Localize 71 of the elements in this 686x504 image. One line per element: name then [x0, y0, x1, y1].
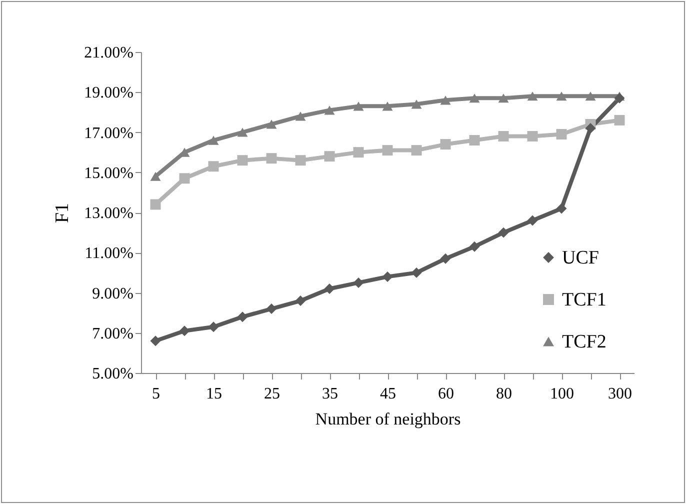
point [295, 112, 306, 121]
point [266, 304, 277, 314]
point [353, 147, 364, 158]
point [324, 151, 335, 162]
point [527, 92, 538, 101]
y-tick-label: 19.00% [84, 84, 134, 102]
point [382, 102, 393, 111]
point [324, 283, 335, 294]
x-axis-title: Number of neighbors [315, 410, 461, 428]
y-axis-title: F1 [52, 202, 74, 224]
point [585, 122, 596, 134]
x-tick-label: 45 [380, 386, 396, 402]
y-tick-label: 21.00% [84, 44, 134, 62]
point [353, 102, 364, 111]
y-tick-label: 15.00% [84, 164, 134, 182]
legend-label: UCF [562, 248, 599, 268]
point [440, 253, 451, 264]
y-tick-label: 9.00% [92, 285, 134, 302]
point [208, 161, 219, 172]
point [498, 94, 509, 103]
y-tick-label: 5.00% [92, 366, 134, 382]
point [411, 267, 422, 278]
point [266, 120, 277, 129]
y-tick-label: 13.00% [84, 205, 134, 222]
point [295, 296, 306, 306]
point [324, 106, 335, 115]
y-tick-label: 17.00% [84, 124, 134, 142]
point [353, 277, 364, 288]
point [556, 92, 567, 101]
point [614, 114, 625, 126]
y-tick-label: 11.00% [84, 245, 134, 262]
legend-label: TCF2 [562, 332, 606, 352]
point [208, 322, 219, 332]
x-tick-label: 5 [152, 386, 160, 402]
point [469, 94, 480, 103]
x-tick-label: 300 [608, 386, 632, 402]
point [382, 271, 393, 282]
point [411, 100, 422, 109]
point [614, 92, 625, 104]
point [150, 336, 161, 346]
point [411, 145, 422, 156]
point [150, 172, 161, 181]
point [237, 128, 248, 137]
point [150, 199, 161, 210]
point [498, 227, 509, 238]
point [440, 96, 451, 105]
point [237, 312, 248, 322]
point [556, 129, 567, 140]
point [208, 136, 219, 145]
point [498, 131, 509, 142]
x-tick-label: 35 [322, 386, 338, 402]
x-tick-label: 15 [206, 386, 222, 402]
point [469, 135, 480, 146]
x-tick-label: 80 [496, 386, 512, 402]
x-tick-label: 60 [438, 386, 454, 402]
legend-label: TCF1 [562, 290, 606, 310]
point [527, 131, 538, 142]
point [266, 153, 277, 164]
y-tick-label: 7.00% [92, 325, 134, 342]
x-tick-label: 100 [550, 386, 574, 402]
point [382, 145, 393, 156]
point [527, 215, 538, 226]
point [237, 155, 248, 166]
point [469, 241, 480, 252]
point [556, 203, 567, 214]
point [179, 326, 190, 336]
point [295, 155, 306, 166]
point [440, 139, 451, 150]
point [585, 92, 596, 101]
x-tick-label: 25 [264, 386, 280, 402]
point [179, 173, 190, 184]
